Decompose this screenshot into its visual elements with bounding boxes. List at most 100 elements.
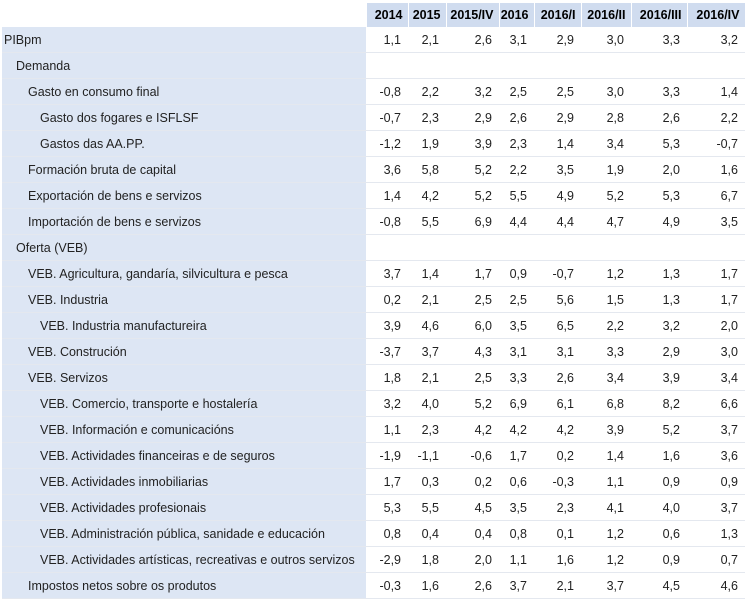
value-cell: 5,6	[534, 286, 581, 313]
value-cell: 3,0	[581, 78, 631, 105]
value-cell: 4,5	[446, 494, 499, 521]
value-cell: 2,2	[581, 312, 631, 339]
value-cell: 0,9	[631, 546, 687, 573]
value-cell: 4,9	[534, 182, 581, 209]
value-cell	[631, 234, 687, 261]
value-cell: 3,0	[581, 27, 631, 53]
value-cell: 3,6	[366, 156, 408, 183]
value-cell: 3,5	[499, 312, 534, 339]
value-cell: 0,3	[408, 468, 446, 495]
column-header: 2016/II	[581, 3, 632, 27]
value-cell: 0,6	[499, 468, 534, 495]
table-row: Impostos netos sobre os produtos -0,3 1,6 2…	[2, 572, 745, 599]
value-cell: 3,1	[534, 338, 581, 365]
value-cell: 2,6	[446, 27, 499, 53]
row-label: VEB. Actividades inmobiliarias	[2, 468, 367, 495]
value-cell: 0,7	[687, 546, 745, 573]
value-cell	[446, 52, 499, 79]
value-cell: 6,5	[534, 312, 581, 339]
value-cell: 0,2	[446, 468, 499, 495]
value-cell: 2,0	[446, 546, 499, 573]
column-header: 2016/I	[534, 3, 582, 27]
value-cell	[581, 52, 631, 79]
header-row: 2014 2015 2015/IV 2016 2016/I 2016/II 20…	[2, 3, 746, 27]
value-cell	[499, 234, 534, 261]
value-cell: -3,7	[366, 338, 408, 365]
value-cell: 0,8	[499, 520, 534, 547]
row-label: Gasto dos fogares e ISFLSF	[2, 104, 367, 131]
value-cell: 2,8	[581, 104, 631, 131]
value-cell: 5,2	[581, 182, 631, 209]
table-row: VEB. Información e comunicacións 1,1 2,3 4,…	[2, 416, 745, 443]
value-cell: 1,3	[687, 520, 745, 547]
value-cell: 1,1	[366, 416, 408, 443]
value-cell: 2,5	[446, 286, 499, 313]
value-cell	[687, 52, 745, 79]
column-header: 2014	[366, 3, 409, 27]
value-cell: -1,9	[366, 442, 408, 469]
table-row: VEB. Administración pública, sanidade e …	[2, 520, 745, 547]
value-cell: 2,6	[446, 572, 499, 599]
value-cell: 3,7	[366, 260, 408, 287]
value-cell: 1,2	[581, 520, 631, 547]
table-row: Importación de bens e servizos -0,8 5,5 6,9…	[2, 208, 745, 235]
row-label: PIBpm	[2, 27, 367, 53]
value-cell: 2,6	[534, 364, 581, 391]
table-row: Demanda	[2, 52, 745, 79]
table-row: Gasto en consumo final -0,8 2,2 3,2 2,5 2,5 3,…	[2, 78, 745, 105]
value-cell: 3,9	[366, 312, 408, 339]
value-cell: 0,9	[687, 468, 745, 495]
value-cell: 2,0	[631, 156, 687, 183]
value-cell: 1,6	[687, 156, 745, 183]
value-cell: 1,1	[581, 468, 631, 495]
value-cell: 5,2	[446, 182, 499, 209]
column-header: 2016	[499, 3, 535, 27]
value-cell: 1,2	[581, 546, 631, 573]
value-cell: 2,3	[408, 104, 446, 131]
value-cell: 2,9	[446, 104, 499, 131]
value-cell: 2,1	[534, 572, 581, 599]
value-cell: 1,2	[581, 260, 631, 287]
table-row: VEB. Comercio, transporte e hostalería 3,…	[2, 390, 745, 417]
value-cell: 0,2	[534, 442, 581, 469]
table-row: VEB. Industria manufactureira 3,9 4,6 6,0 3,…	[2, 312, 745, 339]
table-row: PIBpm 1,1 2,1 2,6 3,1 2,9 3,0 3,3 3,2	[2, 27, 745, 53]
value-cell: 1,6	[534, 546, 581, 573]
value-cell: 1,6	[631, 442, 687, 469]
value-cell: 3,7	[499, 572, 534, 599]
table-row: VEB. Servizos 1,8 2,1 2,5 3,3 2,6 3,4 3,9 3,4	[2, 364, 745, 391]
row-label: Impostos netos sobre os produtos	[2, 572, 367, 599]
table-row: VEB. Industria 0,2 2,1 2,5 2,5 5,6 1,5 1,3 1,7	[2, 286, 745, 313]
row-label: VEB. Industria	[2, 286, 367, 313]
value-cell: 6,6	[687, 390, 745, 417]
value-cell: 5,5	[408, 494, 446, 521]
value-cell: 4,2	[534, 416, 581, 443]
value-cell: 3,2	[366, 390, 408, 417]
table-row: Gastos das AA.PP. -1,2 1,9 3,9 2,3 1,4 3,4 5,3-…	[2, 130, 745, 157]
value-cell: 0,9	[631, 468, 687, 495]
value-cell: 1,7	[687, 286, 745, 313]
value-cell: -0,7	[687, 130, 745, 157]
table-row: Formación bruta de capital 3,6 5,8 5,2 2,2 3,…	[2, 156, 745, 183]
value-cell: -0,3	[534, 468, 581, 495]
value-cell: 3,2	[687, 27, 745, 53]
value-cell: 5,5	[408, 208, 446, 235]
value-cell: 1,9	[581, 156, 631, 183]
value-cell: -1,2	[366, 130, 408, 157]
value-cell: 4,7	[581, 208, 631, 235]
value-cell: 1,7	[446, 260, 499, 287]
value-cell: 3,5	[534, 156, 581, 183]
value-cell: 2,6	[499, 104, 534, 131]
row-label: Exportación de bens e servizos	[2, 182, 367, 209]
value-cell: 2,1	[408, 286, 446, 313]
value-cell: -0,6	[446, 442, 499, 469]
header-blank-cell	[2, 3, 367, 27]
value-cell: -0,7	[366, 104, 408, 131]
value-cell: 4,6	[408, 312, 446, 339]
value-cell: 2,5	[499, 286, 534, 313]
value-cell: 4,0	[631, 494, 687, 521]
value-cell: 1,4	[366, 182, 408, 209]
value-cell: 2,2	[687, 104, 745, 131]
value-cell: 8,2	[631, 390, 687, 417]
value-cell: 5,8	[408, 156, 446, 183]
